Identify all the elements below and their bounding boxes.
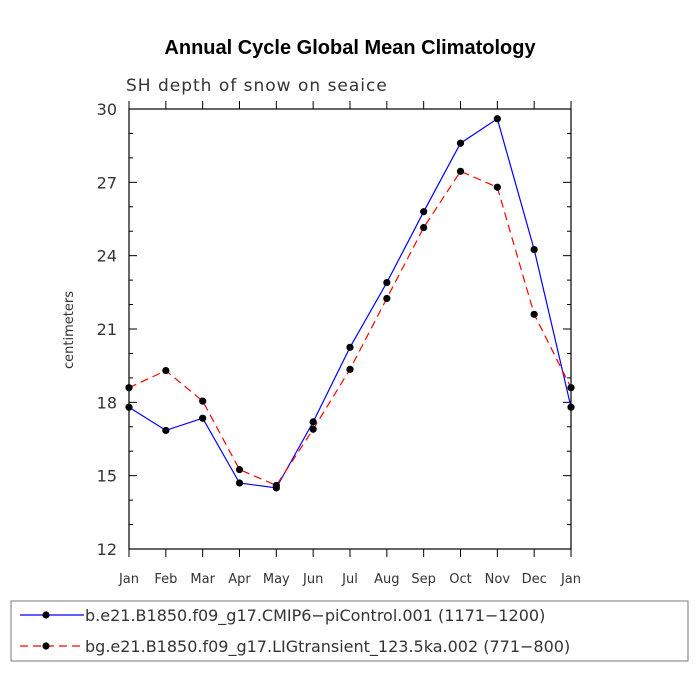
- series-2-point: [162, 366, 170, 375]
- series-1-point: [383, 278, 391, 287]
- series-1-point: [309, 418, 317, 426]
- series-2-point: [235, 465, 244, 474]
- series-1-point: [493, 115, 501, 123]
- y-tick-label: 12: [97, 540, 117, 559]
- series-2-point: [125, 384, 133, 392]
- series-1-point: [420, 208, 428, 216]
- series-2-point: [199, 397, 207, 405]
- legend-marker-2: [42, 642, 50, 650]
- y-tick-label: 18: [97, 393, 117, 412]
- x-tick-label: Sep: [411, 572, 436, 587]
- legend-box: [10, 600, 689, 662]
- plot-frame: [128, 108, 572, 550]
- series-1-point: [199, 414, 207, 422]
- x-tick-label: Nov: [485, 572, 511, 587]
- series-2-point: [383, 294, 391, 303]
- series-1-point: [346, 343, 354, 351]
- x-tick-label: Jan: [560, 572, 581, 587]
- legend-label-1: b.e21.B1850.f09_g17.CMIP6−piControl.001 …: [85, 606, 545, 626]
- x-tick-label: Aug: [374, 572, 399, 587]
- chart-title: Annual Cycle Global Mean Climatology: [164, 37, 536, 59]
- series-1-point: [456, 139, 465, 147]
- legend-marker-1: [42, 611, 50, 619]
- x-tick-label: Jan: [118, 572, 139, 587]
- series-2-point: [346, 365, 354, 373]
- series-2-point: [272, 481, 280, 490]
- series-2-point: [456, 167, 465, 175]
- y-tick-label: 27: [97, 173, 117, 192]
- series-1-point: [567, 403, 575, 411]
- x-tick-label: May: [263, 572, 290, 587]
- y-axis-label: centimeters: [62, 291, 77, 369]
- series-line-1: [128, 117, 572, 489]
- series-1-point: [235, 479, 244, 487]
- x-tick-label: Mar: [190, 572, 215, 587]
- legend-label-2: bg.e21.B1850.f09_g17.LIGtransient_123.5k…: [85, 637, 570, 657]
- series-line-2: [128, 170, 572, 487]
- y-tick-label: 15: [97, 467, 117, 486]
- series-2-point: [420, 223, 428, 232]
- x-tick-label: Apr: [228, 572, 251, 587]
- series-2-point: [567, 384, 575, 392]
- series-1-point: [125, 403, 133, 411]
- y-tick-label: 24: [97, 247, 117, 266]
- x-tick-label: Jun: [302, 572, 323, 587]
- series-2-point: [493, 183, 501, 191]
- series-1-point: [162, 426, 170, 435]
- x-tick-label: Jul: [341, 572, 358, 587]
- y-tick-label: 30: [97, 100, 117, 119]
- y-tick-label: 21: [97, 320, 117, 339]
- chart-subtitle: SH depth of snow on seaice: [126, 76, 388, 96]
- series-1-point: [530, 245, 538, 254]
- x-tick-label: Dec: [522, 572, 547, 587]
- series-2-point: [530, 310, 538, 318]
- series-2-point: [309, 425, 317, 433]
- x-tick-label: Feb: [154, 572, 177, 587]
- x-tick-label: Oct: [449, 572, 471, 587]
